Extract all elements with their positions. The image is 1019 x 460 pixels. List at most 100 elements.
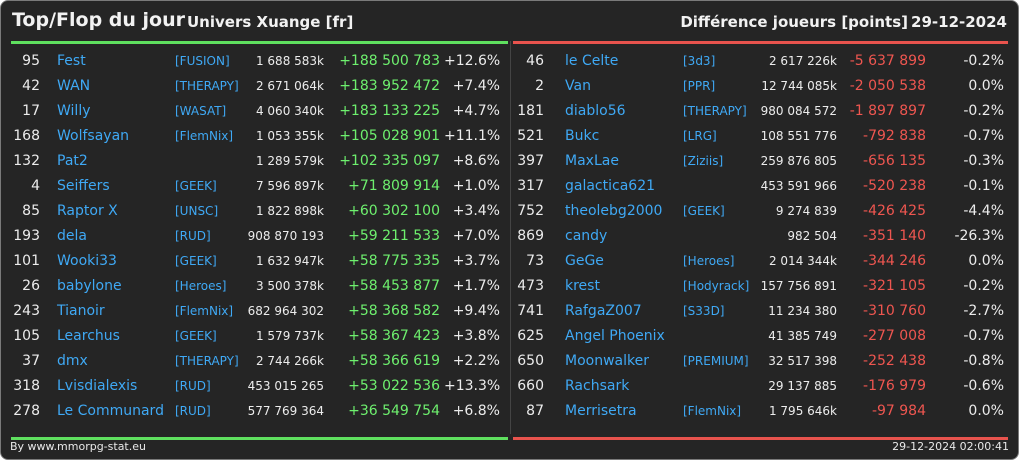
alliance-tag-link[interactable]: [PPR]: [683, 79, 716, 93]
player-rank: 42: [22, 78, 40, 94]
alliance-tag-link[interactable]: [Ziziis]: [683, 154, 724, 168]
points-difference: -321 105: [863, 278, 926, 294]
player-name-link[interactable]: Raptor X: [57, 203, 118, 219]
player-points: 1 579 737k: [255, 329, 324, 343]
percent-change: +3.7%: [452, 253, 500, 269]
player-name-link[interactable]: Wolfsayan: [57, 128, 130, 144]
alliance-tag-link[interactable]: [FlemNix]: [175, 129, 234, 143]
player-name-link[interactable]: Rachsark: [565, 378, 630, 394]
table-row: 752 theolebg2000 [GEEK] 9 274 839 -426 425 -4…: [513, 199, 1008, 224]
alliance-tag-link[interactable]: [RUD]: [175, 229, 211, 243]
page-title: Top/Flop du jour: [12, 9, 185, 31]
player-name-link[interactable]: WAN: [57, 78, 91, 94]
player-rank: 741: [517, 303, 544, 319]
table-row: 625 Angel Phoenix 41 385 749 -277 008 -0.7%: [513, 324, 1008, 349]
player-name-link[interactable]: MaxLae: [565, 153, 619, 169]
alliance-tag-link[interactable]: [PREMIUM]: [683, 354, 749, 368]
player-name-link[interactable]: Angel Phoenix: [565, 328, 665, 344]
alliance-tag-link[interactable]: [FUSION]: [175, 54, 230, 68]
points-difference: +58 366 619: [348, 353, 440, 369]
alliance-tag-link[interactable]: [Heroes]: [175, 279, 227, 293]
alliance-tag-link[interactable]: [LRG]: [683, 129, 717, 143]
table-row: 168 Wolfsayan [FlemNix] 1 053 355k +105 028 …: [11, 124, 508, 149]
player-name-link[interactable]: dmx: [57, 353, 88, 369]
player-rank: 752: [517, 203, 544, 219]
alliance-tag-link[interactable]: [S33D]: [683, 304, 725, 318]
alliance-tag-link[interactable]: [Heroes]: [683, 254, 735, 268]
player-points: 1 289 579k: [255, 154, 324, 168]
alliance-tag-link[interactable]: [Hodyrack]: [683, 279, 750, 293]
generated-timestamp: 29-12-2024 02:00:41: [892, 440, 1009, 453]
alliance-tag-link[interactable]: [RUD]: [175, 404, 211, 418]
player-points: 1 053 355k: [255, 129, 324, 143]
alliance-tag-link[interactable]: [GEEK]: [175, 254, 217, 268]
percent-change: +1.7%: [452, 278, 500, 294]
table-row: 181 diablo56 [THERAPY] 980 084 572 -1 897 89…: [513, 99, 1008, 124]
table-row: 660 Rachsark 29 137 885 -176 979 -0.6%: [513, 374, 1008, 399]
player-name-link[interactable]: Bukc: [565, 128, 600, 144]
player-name-link[interactable]: GeGe: [565, 253, 604, 269]
percent-change: +1.0%: [452, 178, 500, 194]
player-name-link[interactable]: dela: [57, 228, 87, 244]
player-name-link[interactable]: Merrisetra: [565, 403, 637, 419]
player-name-link[interactable]: le Celte: [565, 53, 619, 69]
alliance-tag-link[interactable]: [THERAPY]: [683, 104, 747, 118]
alliance-tag-link[interactable]: [FlemNix]: [175, 304, 234, 318]
player-name-link[interactable]: Wooki33: [57, 253, 117, 269]
player-points: 1 632 947k: [255, 254, 324, 268]
alliance-tag-link[interactable]: [UNSC]: [175, 204, 219, 218]
site-credit[interactable]: By www.mmorpg-stat.eu: [10, 440, 146, 453]
player-name-link[interactable]: Seiffers: [57, 178, 110, 194]
player-points: 12 744 085k: [761, 79, 837, 93]
alliance-tag-link[interactable]: [WASAT]: [175, 104, 227, 118]
points-difference: +183 952 472: [339, 78, 440, 94]
alliance-tag-link[interactable]: [THERAPY]: [175, 354, 239, 368]
player-name-link[interactable]: candy: [565, 228, 608, 244]
player-rank: 132: [13, 153, 40, 169]
player-name-link[interactable]: theolebg2000: [565, 203, 663, 219]
table-row: 473 krest [Hodyrack] 157 756 891 -321 105 -0.…: [513, 274, 1008, 299]
table-row: 87 Merrisetra [FlemNix] 1 795 646k -97 984 0.…: [513, 399, 1008, 424]
player-name-link[interactable]: Le Communard: [57, 403, 164, 419]
player-points: 982 504: [787, 229, 837, 243]
player-rank: 87: [526, 403, 544, 419]
player-name-link[interactable]: Lvisdialexis: [57, 378, 138, 394]
alliance-tag-link[interactable]: [RUD]: [175, 379, 211, 393]
alliance-tag-link[interactable]: [FlemNix]: [683, 404, 742, 418]
player-name-link[interactable]: Learchus: [57, 328, 120, 344]
points-difference: +58 775 335: [348, 253, 440, 269]
player-name-link[interactable]: Willy: [57, 103, 91, 119]
points-difference: +58 367 423: [348, 328, 440, 344]
player-rank: 278: [13, 403, 40, 419]
points-difference: +188 500 783: [339, 53, 440, 69]
player-name-link[interactable]: Pat2: [57, 153, 88, 169]
points-difference: -2 050 538: [849, 78, 926, 94]
player-rank: 397: [517, 153, 544, 169]
header: Top/Flop du jour Univers Xuange [fr] Dif…: [1, 1, 1018, 41]
player-name-link[interactable]: RafgaZ007: [565, 303, 642, 319]
player-name-link[interactable]: Fest: [57, 53, 86, 69]
player-name-link[interactable]: galactica621: [565, 178, 656, 194]
percent-change: -0.6%: [963, 378, 1004, 394]
percent-change: -0.3%: [963, 153, 1004, 169]
percent-change: -26.3%: [954, 228, 1004, 244]
player-name-link[interactable]: Van: [565, 78, 591, 94]
alliance-tag-link[interactable]: [GEEK]: [175, 329, 217, 343]
player-name-link[interactable]: krest: [565, 278, 600, 294]
alliance-tag-link[interactable]: [GEEK]: [175, 179, 217, 193]
alliance-tag-link[interactable]: [3d3]: [683, 54, 716, 68]
player-rank: 37: [22, 353, 40, 369]
player-name-link[interactable]: Tianoir: [57, 303, 105, 319]
alliance-tag-link[interactable]: [THERAPY]: [175, 79, 239, 93]
alliance-tag-link[interactable]: [GEEK]: [683, 204, 725, 218]
percent-change: +7.0%: [452, 228, 500, 244]
player-name-link[interactable]: babylone: [57, 278, 122, 294]
table-row: 17 Willy [WASAT] 4 060 340k +183 133 225 +4.7…: [11, 99, 508, 124]
percent-change: +8.6%: [452, 153, 500, 169]
points-difference: +105 028 901: [339, 128, 440, 144]
player-name-link[interactable]: diablo56: [565, 103, 626, 119]
points-difference: +102 335 097: [339, 153, 440, 169]
points-difference: +71 809 914: [348, 178, 440, 194]
points-difference: -252 438: [863, 353, 926, 369]
player-name-link[interactable]: Moonwalker: [565, 353, 649, 369]
